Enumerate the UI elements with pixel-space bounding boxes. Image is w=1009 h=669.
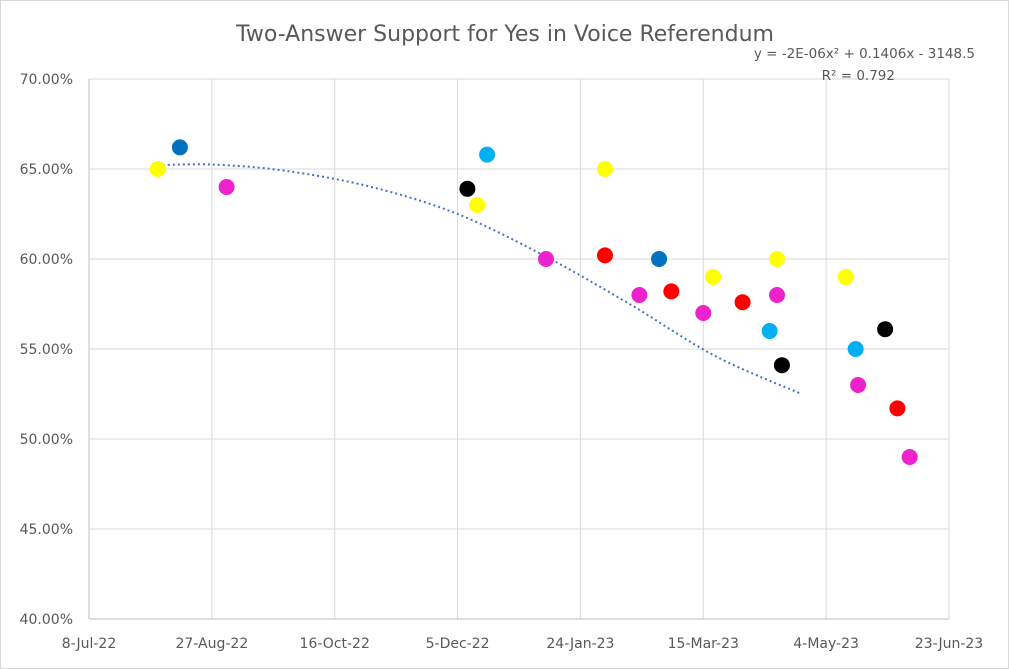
data-point-yellow (837, 269, 854, 285)
y-tick-label: 60.00% (20, 252, 73, 268)
data-point-cyan (479, 146, 496, 163)
y-tick-label: 55.00% (20, 342, 73, 358)
data-point-cyan (761, 323, 778, 339)
x-tick-label: 24-Jan-23 (546, 636, 614, 652)
data-point-pink (218, 179, 235, 195)
trendline-equation: y = -2E-06x² + 0.1406x - 3148.5 (754, 46, 975, 62)
gridlines (89, 78, 950, 619)
data-point-yellow (149, 161, 166, 177)
y-tick-label: 45.00% (20, 522, 73, 538)
x-tick-label: 8-Jul-22 (62, 636, 117, 652)
data-point-blue (171, 139, 188, 156)
data-point-red (889, 400, 906, 417)
x-tick-label: 4-May-23 (793, 636, 859, 652)
data-point-pink (901, 449, 918, 465)
data-point-yellow (705, 269, 722, 285)
data-point-yellow (769, 251, 785, 267)
trendline (152, 163, 802, 395)
x-tick-label: 5-Dec-22 (426, 636, 490, 652)
x-tick-label: 15-Mar-23 (668, 636, 739, 652)
data-point-blue (651, 251, 668, 267)
data-point-cyan (847, 341, 864, 357)
data-point-red (663, 283, 680, 300)
y-tick-label: 70.00% (20, 72, 73, 88)
data-point-pink (769, 287, 785, 303)
axes (88, 79, 949, 620)
data-point-yellow (597, 161, 613, 177)
y-tick-label: 65.00% (20, 162, 73, 178)
x-tick-labels: 8-Jul-22 27-Aug-22 16-Oct-22 5-Dec-22 24-Jan… (62, 636, 983, 652)
y-tick-label: 40.00% (20, 612, 73, 628)
data-point-black (773, 357, 790, 374)
data-point-pink (631, 287, 648, 303)
data-point-red (734, 294, 751, 311)
x-tick-label: 27-Aug-22 (175, 636, 248, 652)
trendline-r-squared: R² = 0.792 (822, 68, 895, 84)
y-tick-label: 50.00% (20, 432, 73, 448)
data-points (149, 139, 918, 465)
data-point-red (597, 247, 613, 264)
data-point-black (459, 180, 476, 197)
data-point-black (877, 321, 894, 338)
x-tick-label: 16-Oct-22 (300, 636, 370, 652)
data-point-pink (850, 377, 867, 393)
data-point-pink (538, 251, 555, 267)
chart-title: Two-Answer Support for Yes in Voice Refe… (235, 22, 774, 47)
data-point-yellow (469, 197, 486, 213)
x-tick-label: 23-Jun-23 (915, 636, 983, 652)
data-point-pink (695, 305, 712, 321)
y-tick-labels: 40.00% 45.00% 50.00% 55.00% 60.00% 65.00% 70.0… (20, 72, 73, 628)
